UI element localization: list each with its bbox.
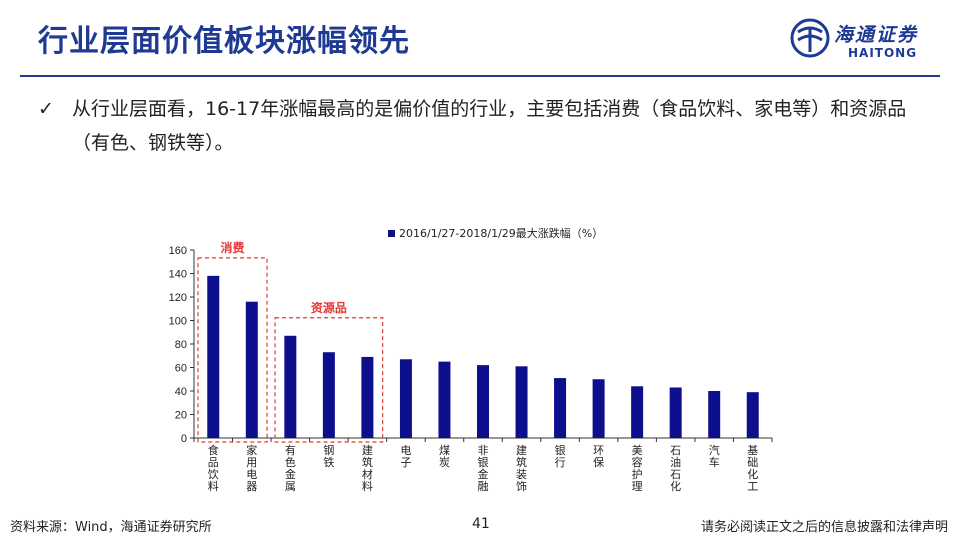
bar xyxy=(399,359,412,438)
checkmark-icon: ✓ xyxy=(38,98,54,120)
x-tick-label: 食品饮料 xyxy=(208,443,219,493)
y-tick-label: 40 xyxy=(175,386,187,398)
y-tick-label: 120 xyxy=(169,292,187,304)
x-tick-label: 银行 xyxy=(555,443,566,469)
x-tick-label: 钢铁 xyxy=(323,444,334,469)
x-tick-label: 环保 xyxy=(593,444,604,469)
bar xyxy=(708,391,721,438)
footer-source: 资料来源：Wind，海通证券研究所 xyxy=(10,520,212,535)
y-tick-label: 80 xyxy=(175,339,187,351)
x-tick-label: 基础化工 xyxy=(747,444,758,493)
bar-chart-svg: 0 20 40 60 80 100 120 140 160 食品饮料 家用电器 有色金属 钢铁 建筑材料 电… xyxy=(169,226,773,493)
haitong-emblem-icon xyxy=(790,18,830,58)
bar xyxy=(477,365,489,438)
annotation-box xyxy=(274,317,384,443)
bar xyxy=(438,361,451,438)
bar xyxy=(361,356,374,438)
legend-swatch xyxy=(388,230,395,237)
annotation-label: 消费 xyxy=(221,240,245,255)
legend-label: 2016/1/27-2018/1/29最大涨跌幅（%） xyxy=(399,226,603,240)
x-tick-label: 汽车 xyxy=(709,443,720,469)
x-tick-label: 建筑材料 xyxy=(362,443,373,493)
y-tick-label: 60 xyxy=(175,363,187,375)
bar xyxy=(515,366,528,438)
x-tick-label: 煤炭 xyxy=(439,444,450,469)
title-divider xyxy=(20,75,940,77)
y-tick-label: 140 xyxy=(169,269,187,281)
bar xyxy=(322,352,335,438)
bar xyxy=(746,392,759,438)
x-tick-label: 美容护理 xyxy=(632,444,643,493)
x-tick-label: 有色金属 xyxy=(285,443,296,493)
bar xyxy=(245,301,258,438)
y-tick-label: 0 xyxy=(181,433,187,445)
y-tick-label: 100 xyxy=(169,316,187,328)
haitong-logo: 海通证券 HAITONG xyxy=(790,18,940,68)
bar xyxy=(669,387,682,438)
bar xyxy=(207,275,220,438)
x-tick-label: 石油石化 xyxy=(670,444,681,493)
x-tick-label: 电子 xyxy=(400,444,411,469)
bar xyxy=(284,335,297,438)
x-tick-label: 家用电器 xyxy=(246,443,257,493)
bullet-text: 从行业层面看，16-17年涨幅最高的是偏价值的行业，主要包括消费（食品饮料、家电… xyxy=(72,98,907,154)
y-tick-label: 20 xyxy=(175,410,187,422)
annotation-box xyxy=(197,257,268,443)
x-tick-label: 非银金融 xyxy=(478,444,489,493)
logo-english-text: HAITONG xyxy=(848,46,918,60)
bar xyxy=(554,378,567,438)
logo-chinese-text: 海通证券 xyxy=(834,24,919,46)
page-number: 41 xyxy=(472,516,490,532)
x-tick-label: 建筑装饰 xyxy=(516,443,527,493)
annotation-label: 资源品 xyxy=(311,300,347,315)
footer-disclaimer: 请务必阅读正文之后的信息披露和法律声明 xyxy=(700,520,948,535)
y-tick-label: 160 xyxy=(169,245,187,257)
page-title: 行业层面价值板块涨幅领先 xyxy=(38,24,410,59)
bar-chart: 0 20 40 60 80 100 120 140 160 食品饮料 家用电器 有色金属 钢铁 建筑材料 电… xyxy=(160,222,786,502)
bar xyxy=(631,386,644,438)
bullet-point: ✓ 从行业层面看，16-17年涨幅最高的是偏价值的行业，主要包括消费（食品饮料、… xyxy=(38,92,918,160)
bar xyxy=(592,379,605,438)
